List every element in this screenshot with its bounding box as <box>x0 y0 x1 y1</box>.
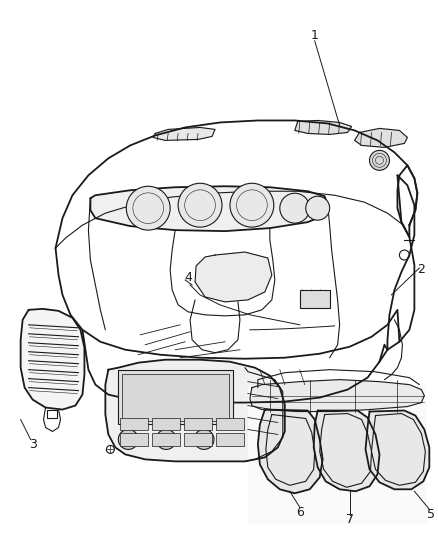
Polygon shape <box>106 360 285 462</box>
Circle shape <box>230 183 274 227</box>
Bar <box>120 433 148 447</box>
Bar <box>184 417 212 431</box>
Bar <box>184 433 212 447</box>
Polygon shape <box>314 410 379 491</box>
Circle shape <box>156 430 176 449</box>
Polygon shape <box>153 127 215 140</box>
Text: 7: 7 <box>346 513 353 526</box>
Circle shape <box>126 186 170 230</box>
Circle shape <box>118 430 138 449</box>
Circle shape <box>194 430 214 449</box>
Bar <box>120 417 148 431</box>
Circle shape <box>280 193 310 223</box>
Circle shape <box>370 150 389 171</box>
Text: 4: 4 <box>184 271 192 285</box>
Polygon shape <box>355 128 407 148</box>
Text: 1: 1 <box>311 29 318 42</box>
Bar <box>216 433 244 447</box>
Bar <box>118 370 233 424</box>
Polygon shape <box>90 186 328 231</box>
Bar <box>152 417 180 431</box>
Polygon shape <box>195 252 272 302</box>
Bar <box>152 433 180 447</box>
Polygon shape <box>366 410 429 489</box>
Polygon shape <box>295 120 352 134</box>
Text: 5: 5 <box>427 508 435 521</box>
Bar <box>216 417 244 431</box>
Circle shape <box>178 183 222 227</box>
Text: 2: 2 <box>417 263 425 277</box>
Polygon shape <box>250 379 424 411</box>
Polygon shape <box>258 409 323 493</box>
Circle shape <box>306 196 330 220</box>
Bar <box>46 409 57 417</box>
Bar <box>300 290 330 308</box>
Polygon shape <box>21 309 85 409</box>
Bar <box>248 385 427 524</box>
Bar <box>122 374 229 421</box>
Text: 3: 3 <box>28 438 36 451</box>
Text: 6: 6 <box>296 506 304 519</box>
